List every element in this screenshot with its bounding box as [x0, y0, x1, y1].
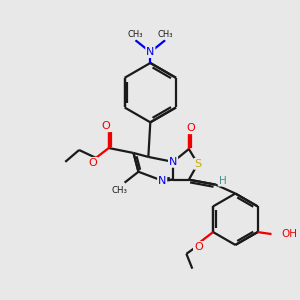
Text: CH₃: CH₃ — [112, 186, 128, 195]
Text: O: O — [101, 121, 110, 131]
Text: N: N — [169, 157, 177, 167]
Text: OH: OH — [281, 229, 297, 239]
Text: O: O — [187, 123, 195, 133]
Text: S: S — [194, 159, 201, 169]
Text: N: N — [146, 47, 154, 57]
Text: CH₃: CH₃ — [128, 30, 143, 39]
Text: O: O — [88, 158, 97, 168]
Text: O: O — [194, 242, 203, 252]
Text: N: N — [158, 176, 166, 186]
Text: H: H — [219, 176, 226, 186]
Text: CH₃: CH₃ — [158, 30, 173, 39]
